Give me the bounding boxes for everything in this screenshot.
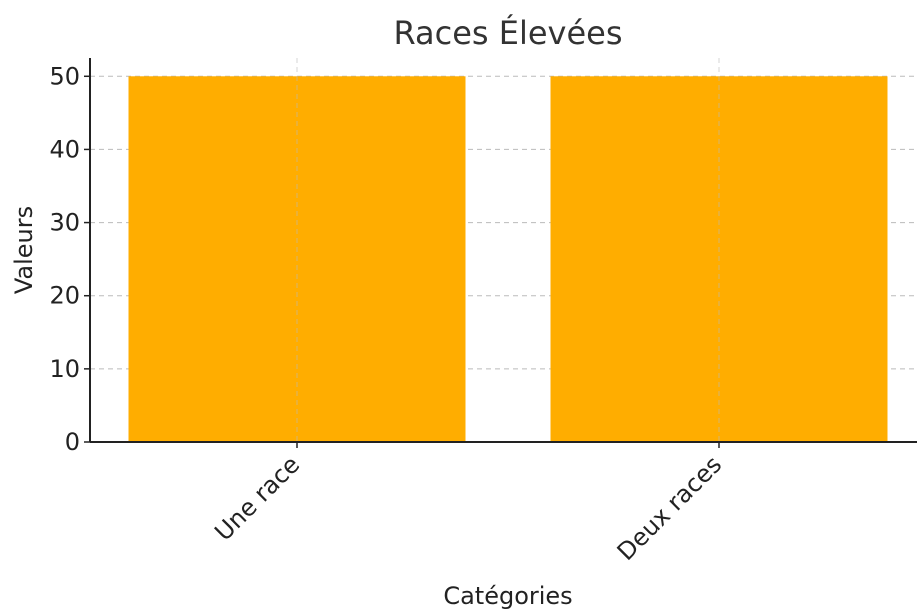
y-axis-ticks: 0 10 20 30 40 50 <box>49 62 90 456</box>
y-tick-label: 30 <box>49 209 80 237</box>
x-tick-label: Une race <box>209 450 305 546</box>
y-tick-label: 20 <box>49 282 80 310</box>
y-axis-label: Valeurs <box>10 206 38 294</box>
y-tick-label: 0 <box>65 428 80 456</box>
x-axis-label: Catégories <box>443 582 572 610</box>
y-tick-label: 50 <box>49 62 80 90</box>
bars <box>128 76 888 443</box>
chart-title: Races Élevées <box>393 14 622 52</box>
y-tick-label: 40 <box>49 135 80 163</box>
x-tick-label: Deux races <box>612 450 727 565</box>
y-tick-label: 10 <box>49 355 80 383</box>
x-axis-ticks: Une race Deux races <box>209 442 727 566</box>
